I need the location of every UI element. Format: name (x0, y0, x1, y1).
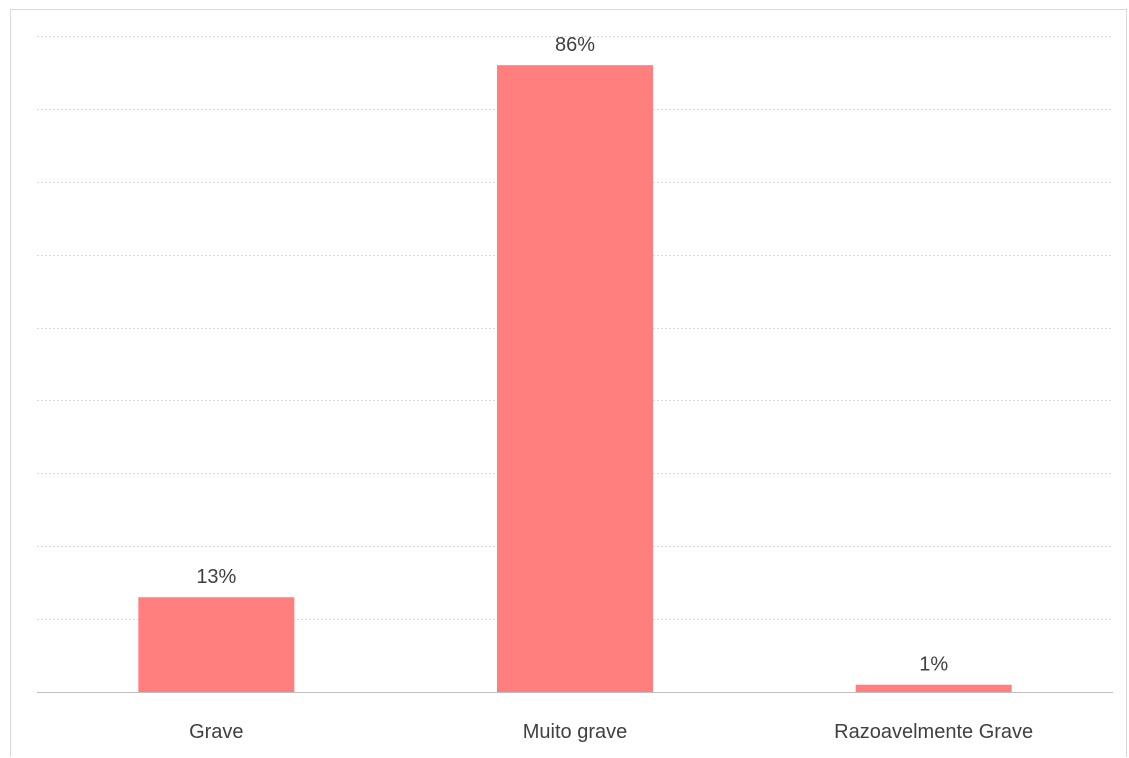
x-axis-tick-labels: Grave Muito grave Razoavelmente Grave (189, 721, 1033, 743)
bars (138, 65, 1012, 692)
x-tick-label: Grave (189, 721, 243, 743)
chart-frame (10, 9, 1127, 757)
data-labels: 13% 86% 1% (196, 34, 948, 676)
x-tick-label: Muito grave (523, 721, 628, 743)
data-label: 1% (919, 654, 948, 676)
bar (497, 65, 653, 692)
bar (855, 684, 1012, 692)
x-tick-label: Razoavelmente Grave (834, 721, 1033, 743)
bar (138, 597, 295, 692)
data-label: 86% (555, 34, 595, 56)
data-label: 13% (196, 566, 236, 588)
